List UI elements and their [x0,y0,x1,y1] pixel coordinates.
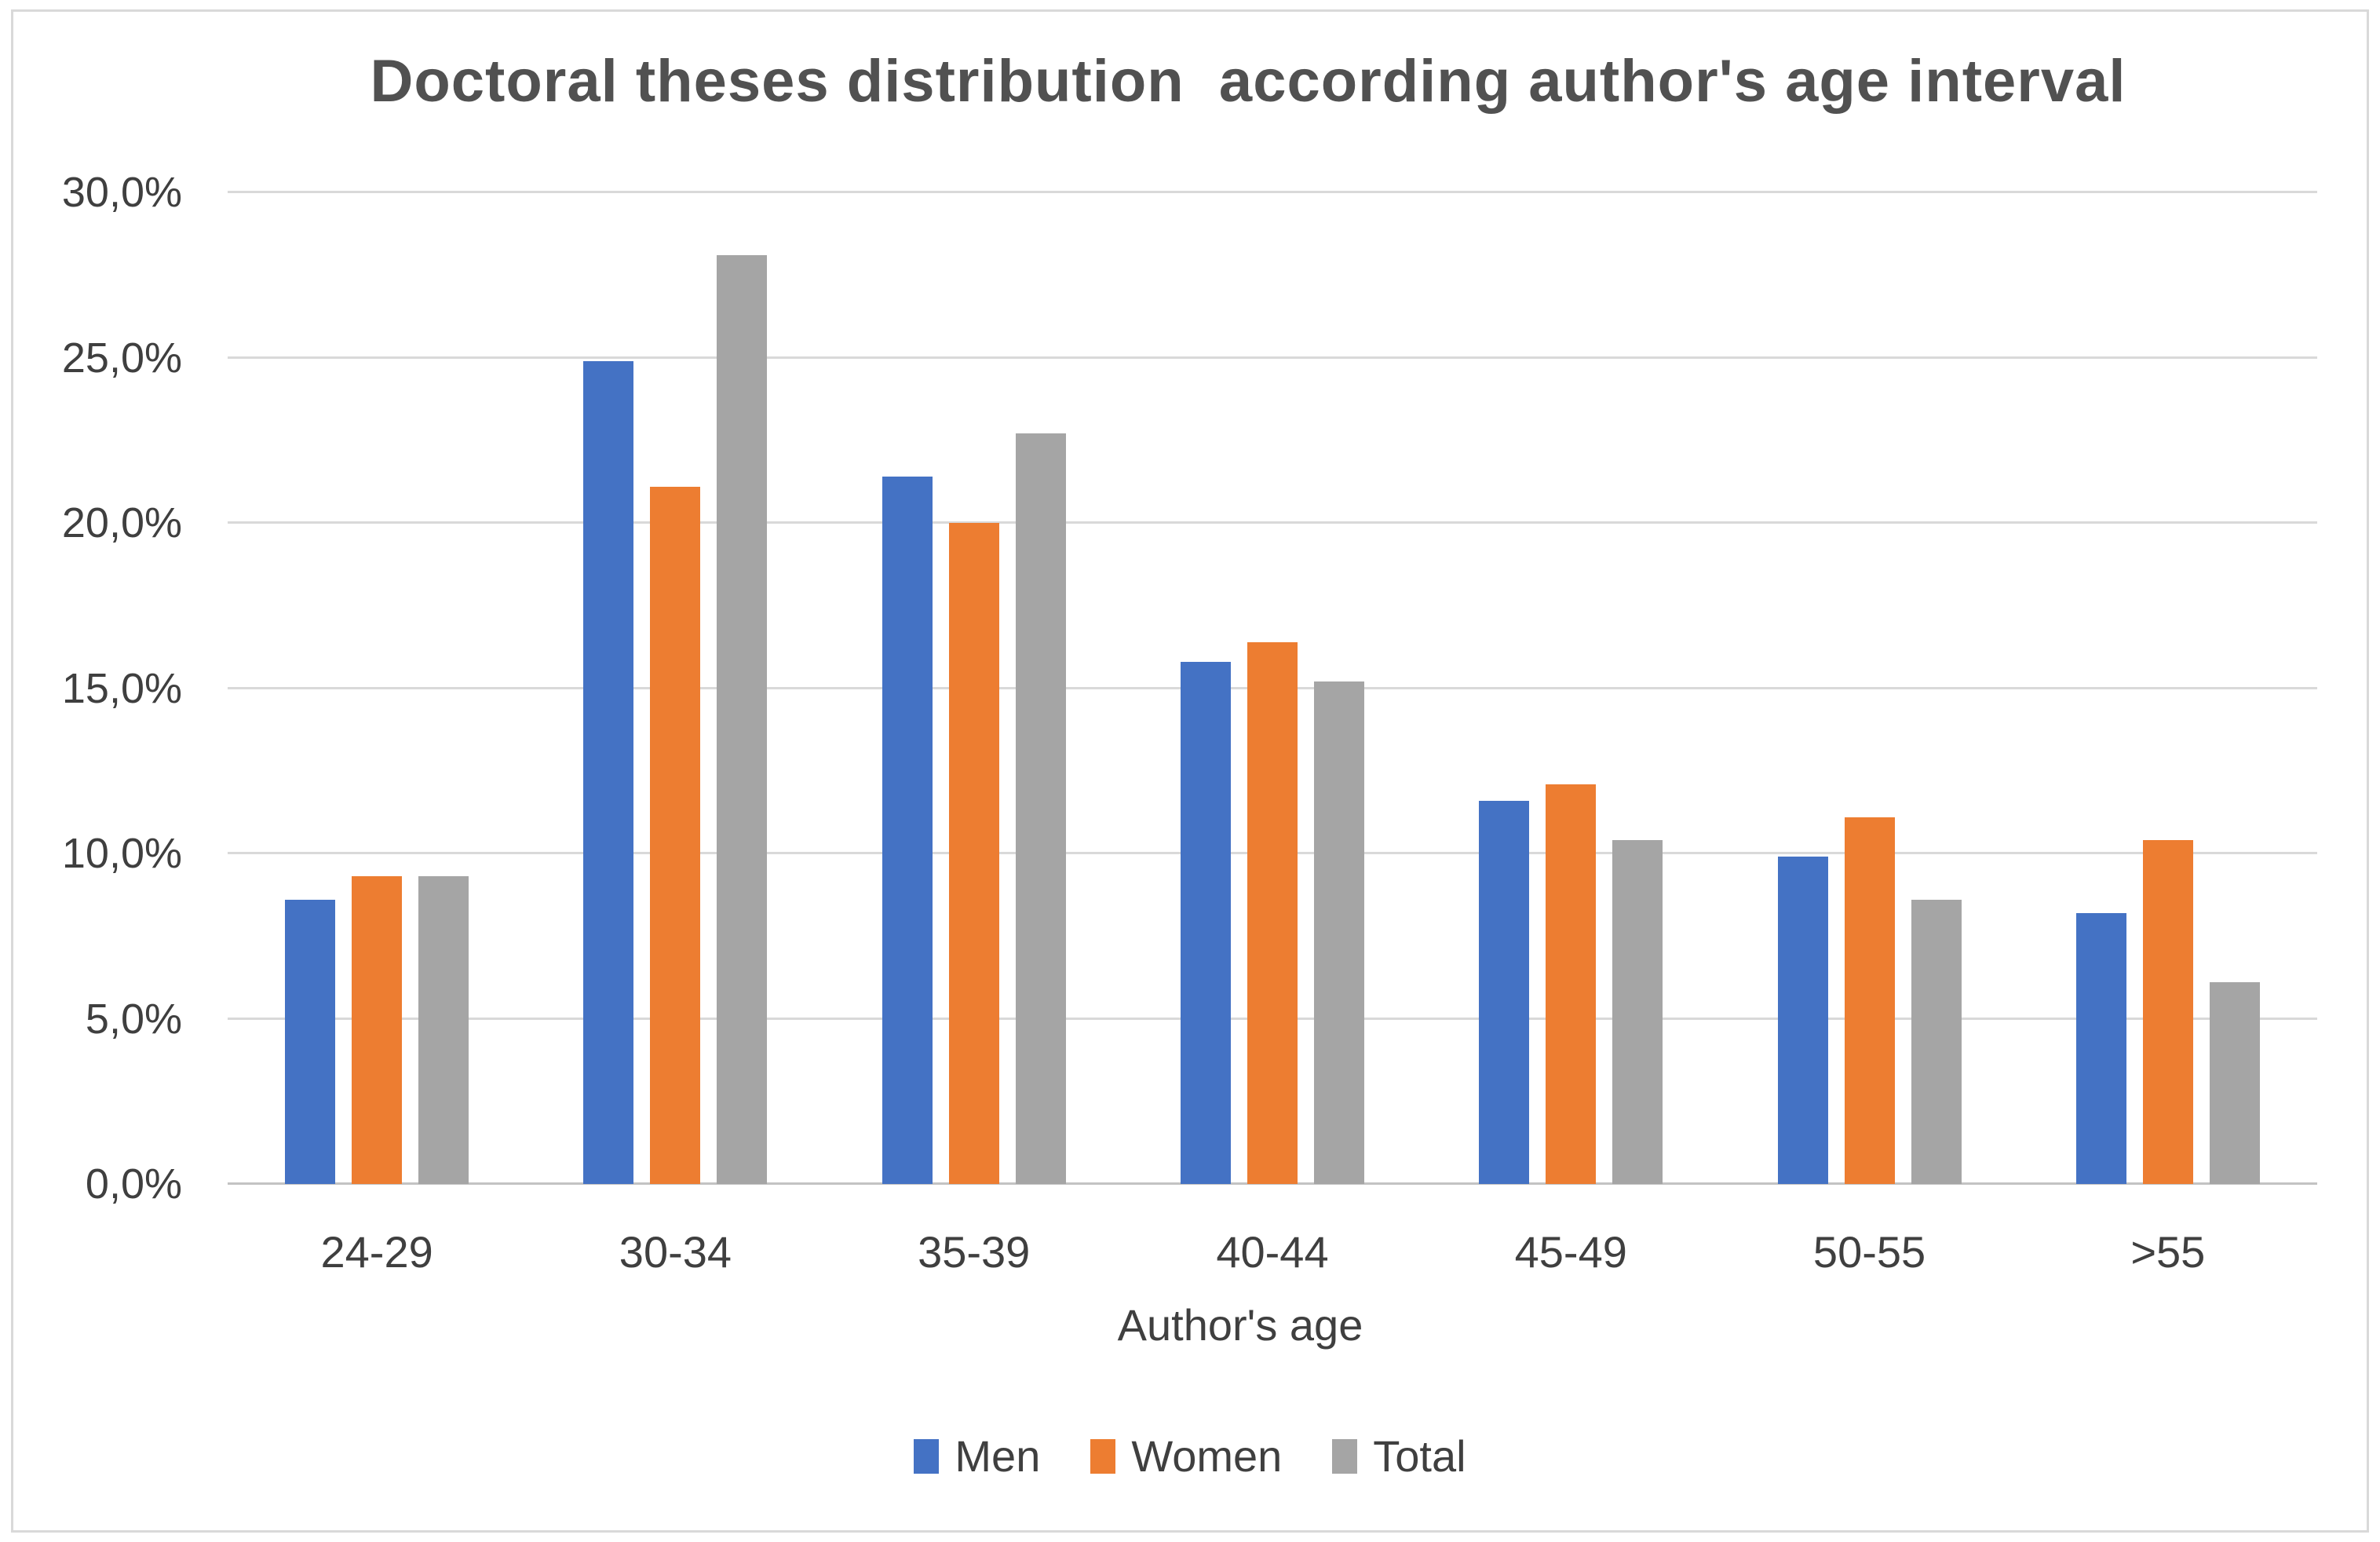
legend-item-women: Women [1090,1431,1282,1482]
bar-men-40-44 [1180,661,1231,1184]
x-tick-label-35-39: 35-39 [918,1227,1031,1277]
x-tick-label->55: >55 [2130,1227,2206,1277]
legend-swatch-women [1090,1438,1116,1474]
bar-total-35-39 [1015,433,1066,1184]
legend-item-total: Total [1332,1431,1466,1482]
bar-total-50-55 [1911,899,1962,1184]
bar-men-50-55 [1777,857,1828,1184]
gridline-20,0% [228,521,2317,524]
bar-group->55 [2019,192,2317,1184]
gridline-30,0% [228,191,2317,193]
bar-men-24-29 [285,899,336,1184]
x-tick-label-50-55: 50-55 [1812,1227,1926,1277]
x-axis-title: Author's age [1117,1300,1363,1350]
legend-item-men: Men [914,1431,1040,1482]
legend-label-men: Men [955,1431,1041,1481]
y-tick-label-5,0%: 5,0% [85,995,182,1043]
y-tick-label-15,0%: 15,0% [61,664,182,712]
bar-group-45-49 [1422,192,1720,1184]
bar-women-40-44 [1247,641,1298,1184]
legend-swatch-total [1332,1438,1358,1474]
bar-total-45-49 [1612,840,1663,1184]
bar-group-35-39 [825,192,1123,1184]
bar-total->55 [2209,982,2260,1184]
bar-women->55 [2142,840,2193,1184]
y-tick-label-30,0%: 30,0% [61,169,182,216]
bar-women-30-34 [650,486,701,1184]
gridline-25,0% [228,356,2317,359]
bar-women-35-39 [948,523,999,1184]
bar-men-45-49 [1479,800,1530,1184]
y-tick-label-0,0%: 0,0% [85,1160,182,1208]
legend-label-women: Women [1131,1431,1283,1481]
x-tick-label-24-29: 24-29 [320,1227,433,1277]
y-tick-label-20,0%: 20,0% [61,499,182,546]
bar-men->55 [2075,912,2126,1184]
bar-group-40-44 [1123,192,1422,1184]
bar-group-24-29 [228,192,526,1184]
bar-group-50-55 [1720,192,2018,1184]
bar-total-40-44 [1313,681,1364,1184]
bar-women-50-55 [1844,817,1895,1184]
x-tick-label-45-49: 45-49 [1514,1227,1627,1277]
bar-total-24-29 [418,876,469,1184]
legend: Men Women Total [0,1431,2380,1482]
bar-groups [228,192,2317,1184]
y-tick-label-25,0%: 25,0% [61,334,182,382]
bar-women-45-49 [1546,784,1597,1184]
legend-swatch-men [914,1438,940,1474]
x-tick-label-40-44: 40-44 [1216,1227,1329,1277]
x-axis-labels: 24-29 30-34 35-39 40-44 45-49 50-55 >55 [228,1226,2317,1277]
chart-title: Doctoral theses distribution according a… [370,48,2126,115]
y-tick-label-10,0%: 10,0% [61,830,182,877]
x-tick-label-30-34: 30-34 [619,1227,732,1277]
bar-men-35-39 [882,477,933,1184]
legend-label-total: Total [1373,1431,1466,1481]
bar-women-24-29 [352,876,403,1184]
plot-area [228,191,2317,1185]
bar-total-30-34 [717,255,768,1184]
bar-group-30-34 [526,192,824,1184]
bar-men-30-34 [583,360,634,1184]
